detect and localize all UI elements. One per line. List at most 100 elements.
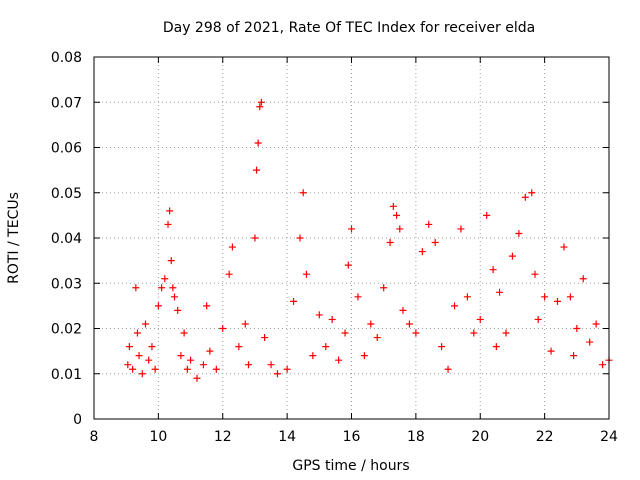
data-point: [425, 220, 433, 228]
tick-layer: 8 10 12 14 16 18 20 22 24 0 0.01 0.02 0.03 0.04 0.05 0.…: [51, 50, 618, 445]
data-point: [290, 297, 298, 305]
data-point: [133, 329, 141, 337]
data-point: [554, 297, 561, 305]
data-point: [412, 329, 420, 337]
x-tick-label: 18: [407, 429, 425, 445]
data-point: [167, 257, 175, 265]
data-point: [341, 329, 349, 337]
data-point: [431, 239, 439, 247]
data-point: [299, 189, 307, 197]
x-tick-label: 24: [600, 429, 618, 445]
data-point: [457, 225, 465, 233]
data-point: [199, 361, 207, 369]
data-point: [534, 315, 542, 323]
y-tick-label: 0.03: [51, 276, 82, 292]
y-tick-label: 0.01: [51, 367, 82, 383]
data-point: [235, 343, 243, 351]
data-point: [135, 352, 143, 360]
y-tick-label: 0.05: [51, 186, 82, 202]
data-point: [389, 202, 397, 210]
data-point: [396, 225, 404, 233]
y-tick-label: 0.06: [51, 141, 82, 157]
data-point: [528, 189, 536, 197]
y-tick-label: 0.07: [51, 95, 82, 111]
data-point: [219, 325, 227, 332]
data-point: [463, 293, 471, 301]
data-point: [515, 229, 523, 237]
data-point: [315, 311, 323, 319]
y-tick-label: 0: [73, 412, 82, 428]
data-point: [335, 356, 343, 364]
data-point: [125, 343, 133, 351]
data-point: [225, 270, 233, 278]
x-tick-label: 12: [214, 429, 232, 445]
data-point: [508, 252, 516, 260]
y-axis-label: ROTI / TECUs: [6, 192, 22, 284]
data-point: [138, 370, 146, 378]
data-point: [541, 293, 549, 301]
data-point: [476, 315, 484, 323]
data-point: [502, 329, 510, 337]
data-point: [253, 166, 261, 174]
data-point: [183, 365, 191, 373]
data-point: [322, 343, 330, 351]
data-point: [393, 211, 401, 219]
data-point: [124, 361, 132, 369]
chart-title: Day 298 of 2021, Rate Of TEC Index for r…: [163, 20, 535, 36]
data-point: [177, 352, 185, 360]
data-point: [212, 365, 220, 373]
data-point: [489, 266, 497, 274]
y-tick-label: 0.04: [51, 231, 82, 247]
data-point: [296, 234, 304, 242]
data-point: [566, 293, 574, 301]
y-tick-label: 0.08: [51, 50, 82, 66]
data-point: [386, 239, 394, 247]
data-point: [348, 225, 355, 233]
data-point: [161, 275, 169, 283]
data-point: [586, 338, 594, 346]
x-tick-label: 20: [471, 429, 489, 445]
data-point: [531, 270, 539, 278]
data-point: [496, 288, 504, 296]
data-point: [367, 320, 375, 328]
data-point: [145, 356, 153, 364]
data-point: [169, 284, 177, 292]
data-point: [257, 98, 265, 106]
data-point: [560, 243, 568, 251]
data-point: [579, 275, 587, 283]
data-point: [283, 365, 291, 373]
plot-frame: [93, 56, 610, 420]
data-point: [170, 293, 178, 301]
data-point: [405, 320, 413, 328]
data-point: [132, 284, 140, 292]
data-point: [174, 306, 182, 314]
data-point: [438, 343, 446, 351]
grid-layer: [94, 57, 609, 419]
data-point: [180, 329, 188, 337]
data-point: [344, 261, 352, 269]
x-tick-label: 14: [278, 429, 296, 445]
data-point: [309, 352, 317, 360]
data-point: [245, 361, 252, 369]
data-point: [254, 139, 262, 147]
data-point: [228, 243, 236, 251]
data-point: [241, 320, 249, 328]
data-point: [193, 374, 201, 382]
data-point: [166, 207, 174, 215]
data-point: [373, 334, 381, 342]
data-point: [148, 343, 156, 351]
x-tick-label: 10: [149, 429, 167, 445]
data-point: [573, 325, 581, 332]
data-point: [261, 334, 269, 342]
data-point: [187, 356, 195, 364]
data-point: [302, 270, 310, 278]
x-tick-label: 16: [343, 429, 361, 445]
data-point: [203, 302, 211, 310]
data-point: [354, 293, 362, 301]
data-point: [129, 365, 137, 373]
data-point: [328, 315, 336, 323]
y-tick-label: 0.02: [51, 322, 82, 338]
data-point: [158, 284, 166, 292]
data-point: [521, 193, 529, 201]
